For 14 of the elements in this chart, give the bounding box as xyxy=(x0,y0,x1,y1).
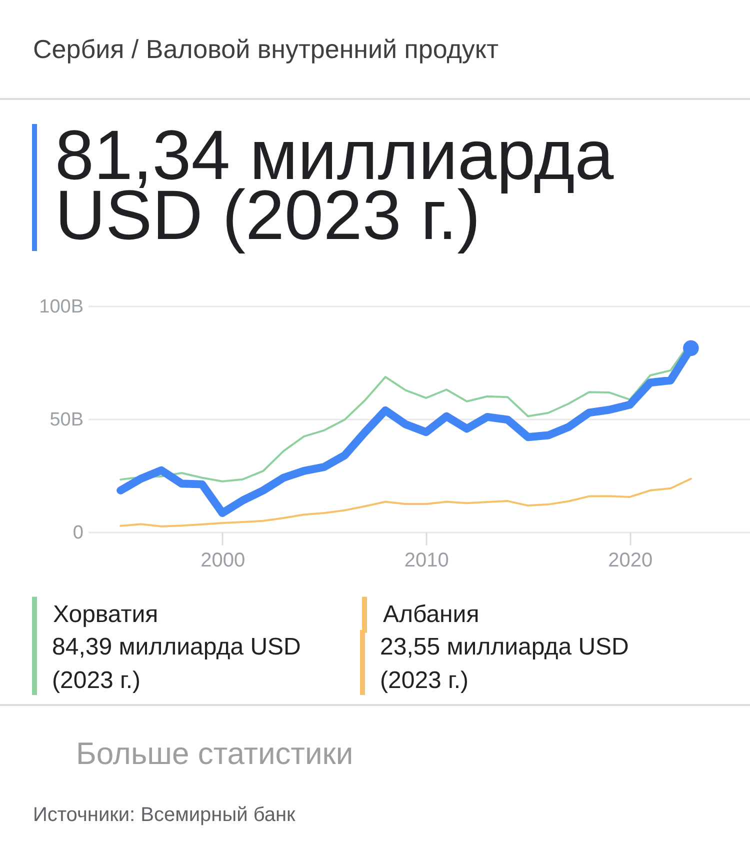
chart-subtitle: 81,34 миллиарда USD (2023 г.) xyxy=(55,116,614,254)
x-tick-label: 2000 xyxy=(200,550,246,572)
text: 23,55 миллиарда USD (2023 г.) xyxy=(380,634,629,694)
text: 84,39 миллиарда USD (2023 г.) xyxy=(52,634,301,694)
legend-label: Хорватия xyxy=(53,600,158,628)
text: Источники: Всемирный банк xyxy=(33,804,296,826)
legend-label: Албания xyxy=(383,600,480,628)
x-tick-label: 2020 xyxy=(608,550,653,572)
y-tick-label: 100B xyxy=(39,296,84,318)
y-tick-label: 50B xyxy=(50,410,84,430)
text: Больше статистики xyxy=(76,736,354,771)
chart-title: Сербия / Валовой внутренний продукт xyxy=(33,34,499,64)
x-tick-label: 2010 xyxy=(404,550,449,572)
y-tick-label: 0 xyxy=(72,522,84,544)
